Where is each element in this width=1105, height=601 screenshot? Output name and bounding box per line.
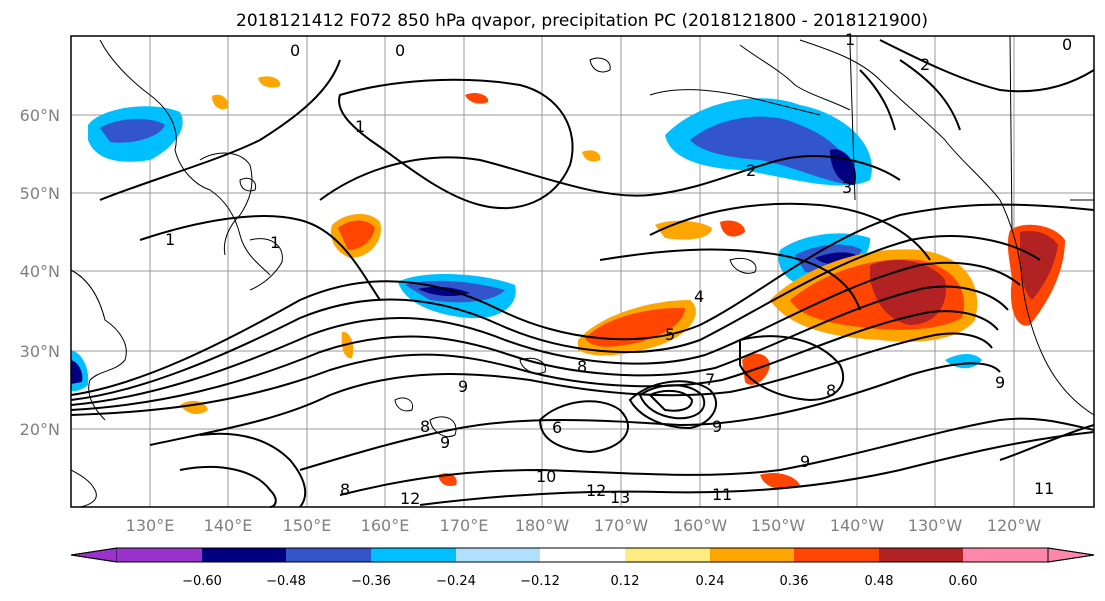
colorbar-swatch [710,548,794,562]
colorbar-swatch [371,548,456,562]
colorbar-extend-high [1047,547,1095,563]
colorbar-tick-label: −0.60 [182,574,222,589]
lat-label: 50°N [20,184,60,203]
shade-negative [418,286,470,297]
shade-positive [258,76,281,88]
lon-label: 170°E [440,516,489,535]
coastlines [70,35,1095,508]
lon-label: 160°E [361,516,410,535]
map-frame [70,35,1095,508]
colorbar-swatch [456,548,540,562]
contour-label: 4 [694,287,704,306]
colorbar-swatch [117,548,202,562]
contour-label: 2 [746,161,756,180]
colorbar-tick-label: 0.60 [949,574,978,589]
shade-positive [338,220,375,250]
shade-positive [585,307,685,347]
colorbar-tick-label: −0.36 [351,574,391,589]
contour-label: 9 [800,452,810,471]
contour-label: 12 [400,489,420,508]
shade-positive [582,150,601,162]
colorbar-tick-label: 0.12 [611,574,640,589]
contour-minor [239,57,757,437]
colorbar-tick-label: 0.36 [780,574,809,589]
contour-label: 6 [552,418,562,437]
lon-label: 140°W [830,516,885,535]
contour-label: 13 [610,488,630,507]
contour-label: 1 [270,233,280,252]
contour-label: 12 [586,481,606,500]
colorbar-swatches [70,547,1095,563]
map-title: 2018121412 F072 850 hPa qvapor, precipit… [236,11,928,31]
contour-label: 8 [340,480,350,499]
colorbar-swatch [286,548,371,562]
contour-label: 3 [842,178,852,197]
lon-label: 160°W [673,516,728,535]
contour-label: 9 [440,433,450,452]
lat-label: 60°N [20,106,60,125]
colorbar-tick-label: −0.24 [436,574,476,589]
contour-label: 8 [826,381,836,400]
contour-label: 0 [290,41,300,60]
colorbar-ticks: −0.60 −0.48 −0.36 −0.24 −0.12 0.12 0.24 … [182,574,977,589]
colorbar-tick-label: −0.12 [520,574,560,589]
colorbar-swatch [879,548,963,562]
colorbar-swatch [540,548,625,562]
shade-positive [212,94,229,110]
colorbar-outline [70,547,1095,563]
contour-label: 2 [920,55,930,74]
lat-label: 20°N [20,420,60,439]
contour-label: 10 [536,467,556,486]
contour-label: 1 [165,230,175,249]
colorbar-tick-label: 0.48 [865,574,894,589]
shade-negative [690,116,853,185]
axis-labels: 60°N 50°N 40°N 30°N 20°N 130°E 140°E 150… [20,106,1042,535]
lat-label: 40°N [20,262,60,281]
contour-label: 1 [355,117,365,136]
contour-label: 1 [845,30,855,49]
contour-label: 11 [1034,479,1054,498]
contour-label-group: 0 0 0 1 1 1 1 2 2 3 4 5 6 7 8 8 8 8 9 9 … [165,30,1072,508]
lon-label: 130°E [126,516,175,535]
contour-label: 9 [712,417,722,436]
colorbar-swatch [794,548,879,562]
colorbar-swatch [963,548,1048,562]
contour-label: 0 [1062,35,1072,54]
colorbar: −0.60 −0.48 −0.36 −0.24 −0.12 0.12 0.24 … [70,547,1095,589]
lon-label: 140°E [204,516,253,535]
colorbar-tick-label: 0.24 [696,574,725,589]
lat-label: 30°N [20,342,60,361]
shading-layer [71,76,1065,489]
lon-label: 180°W [515,516,570,535]
contour-label: 11 [712,485,732,504]
shade-negative [71,360,83,384]
colorbar-tick-label: −0.48 [266,574,306,589]
shade-positive [760,473,800,489]
contour-label: 7 [705,370,715,389]
lon-label: 170°W [594,516,649,535]
shade-positive [1020,230,1058,300]
contour-label: 8 [420,417,430,436]
contour-label: 0 [395,41,405,60]
colorbar-swatch [625,548,710,562]
contour-label: 8 [577,357,587,376]
colorbar-swatch [202,548,286,562]
lon-label: 150°W [751,516,806,535]
map-panel: 0 0 0 1 1 1 1 2 2 3 4 5 6 7 8 8 8 8 9 9 … [70,30,1095,508]
shade-negative [100,118,165,143]
contour-label: 5 [665,325,675,344]
lon-label: 120°W [987,516,1042,535]
lon-label: 130°W [908,516,963,535]
shade-positive [720,220,745,237]
contour-label: 9 [458,377,468,396]
lon-label: 150°E [283,516,332,535]
shade-positive [465,92,489,104]
colorbar-extend-low [70,547,118,563]
contour-label: 9 [995,373,1005,392]
contour-lines [70,39,1095,508]
